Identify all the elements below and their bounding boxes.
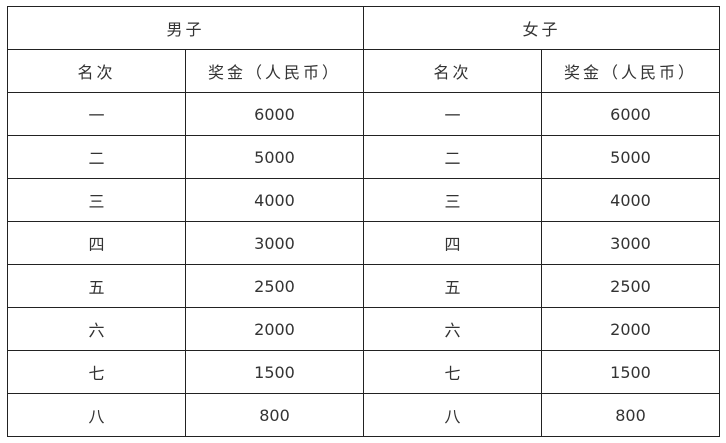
- women-prize-cell: 2000: [541, 307, 720, 351]
- women-header: 女子: [363, 6, 720, 50]
- table-row: 二 5000 二 5000: [7, 135, 720, 179]
- men-rank-cell: 五: [7, 264, 186, 308]
- men-rank-cell: 七: [7, 350, 186, 394]
- men-prize-cell: 3000: [185, 221, 364, 265]
- men-prize-cell: 2500: [185, 264, 364, 308]
- men-rank-cell: 三: [7, 178, 186, 222]
- table-row: 五 2500 五 2500: [7, 264, 720, 308]
- women-rank-cell: 二: [363, 135, 542, 179]
- men-prize-cell: 4000: [185, 178, 364, 222]
- women-prize-cell: 3000: [541, 221, 720, 265]
- women-rank-cell: 七: [363, 350, 542, 394]
- women-rank-cell: 五: [363, 264, 542, 308]
- table-row: 三 4000 三 4000: [7, 178, 720, 222]
- women-rank-cell: 六: [363, 307, 542, 351]
- women-rank-cell: 八: [363, 393, 542, 437]
- women-rank-cell: 一: [363, 92, 542, 136]
- women-prize-cell: 5000: [541, 135, 720, 179]
- women-rank-cell: 三: [363, 178, 542, 222]
- column-header-row: 名次 奖金（人民币） 名次 奖金（人民币）: [7, 49, 720, 93]
- table-row: 六 2000 六 2000: [7, 307, 720, 351]
- table-row: 七 1500 七 1500: [7, 350, 720, 394]
- men-header: 男子: [7, 6, 364, 50]
- men-prize-cell: 800: [185, 393, 364, 437]
- men-prize-cell: 6000: [185, 92, 364, 136]
- women-prize-cell: 6000: [541, 92, 720, 136]
- group-header-row: 男子 女子: [7, 6, 720, 50]
- men-rank-cell: 一: [7, 92, 186, 136]
- women-prize-cell: 800: [541, 393, 720, 437]
- women-rank-header: 名次: [363, 49, 542, 93]
- women-prize-cell: 4000: [541, 178, 720, 222]
- men-prize-cell: 5000: [185, 135, 364, 179]
- women-rank-cell: 四: [363, 221, 542, 265]
- men-rank-cell: 二: [7, 135, 186, 179]
- men-rank-cell: 八: [7, 393, 186, 437]
- men-prize-cell: 1500: [185, 350, 364, 394]
- men-prize-header: 奖金（人民币）: [185, 49, 364, 93]
- women-prize-header: 奖金（人民币）: [541, 49, 720, 93]
- men-rank-cell: 六: [7, 307, 186, 351]
- prize-table: 男子 女子 名次 奖金（人民币） 名次 奖金（人民币） 一 6000 一 6000 二 5…: [7, 6, 720, 437]
- table-row: 四 3000 四 3000: [7, 221, 720, 265]
- table-row: 一 6000 一 6000: [7, 92, 720, 136]
- women-prize-cell: 1500: [541, 350, 720, 394]
- women-prize-cell: 2500: [541, 264, 720, 308]
- men-prize-cell: 2000: [185, 307, 364, 351]
- men-rank-cell: 四: [7, 221, 186, 265]
- table-row: 八 800 八 800: [7, 393, 720, 437]
- men-rank-header: 名次: [7, 49, 186, 93]
